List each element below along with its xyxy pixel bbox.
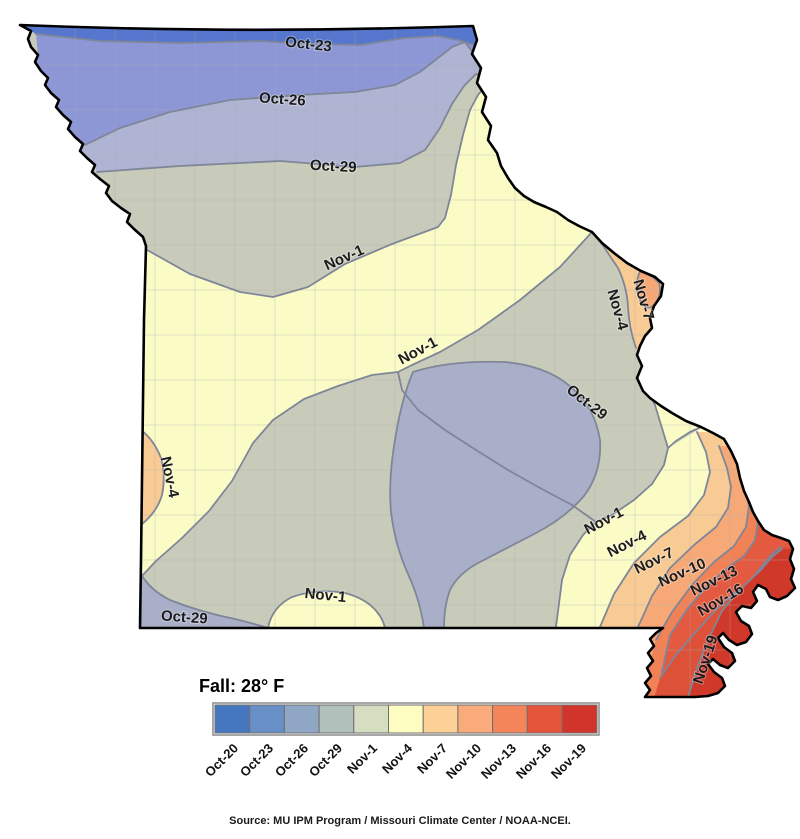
contour-nov1-south xyxy=(139,371,399,579)
missouri-state-outline xyxy=(18,23,797,699)
legend-swatch-nov-10 xyxy=(457,704,494,734)
contour-label: Oct-29 xyxy=(309,157,357,176)
contour-oct29-north xyxy=(96,73,483,173)
contour-oct29-bottomleft xyxy=(140,573,269,629)
legend-swatch-oct-26 xyxy=(283,704,320,734)
contour-nov1-fan xyxy=(555,426,702,628)
contour-label: Oct-26 xyxy=(258,89,306,109)
contour-nov7-stlouis xyxy=(636,269,661,309)
contour-nov19-fan xyxy=(687,548,783,697)
legend: Fall: 28° F Oct-20 Oct-23 Oct-26 Oct-29 … xyxy=(199,676,600,782)
contour-nov4-fan xyxy=(599,431,711,628)
legend-title: Fall: 28° F xyxy=(199,676,284,696)
contour-oct29-blob xyxy=(389,360,602,629)
legend-label: Nov-4 xyxy=(379,740,416,777)
band-nov1-4-west xyxy=(100,85,592,578)
contour-nov4-stlouis xyxy=(594,232,637,349)
legend-swatch-nov-7 xyxy=(422,704,459,734)
source-attribution: Source: MU IPM Program / Missouri Climat… xyxy=(229,815,571,827)
legend-label: Nov-19 xyxy=(548,741,589,782)
legend-swatch-oct-29 xyxy=(318,704,355,734)
legend-label: Oct-20 xyxy=(202,741,241,780)
band-oct26-29-north xyxy=(80,42,482,172)
band-nov4-7-stlouis xyxy=(592,232,663,353)
band-oct23-26-north xyxy=(35,34,477,145)
legend-label: Oct-23 xyxy=(237,741,276,780)
legend-swatches xyxy=(214,704,598,734)
legend-label: Nov-13 xyxy=(478,741,519,782)
legend-swatch-nov-4 xyxy=(388,704,424,734)
band-nov1-4-bottom-bump xyxy=(268,591,385,628)
legend-label: Nov-16 xyxy=(513,741,554,782)
contour-nov1-bottom-bump xyxy=(267,590,386,629)
legend-swatch-nov-13 xyxy=(492,704,528,734)
legend-swatch-oct-23 xyxy=(249,704,285,734)
contour-nov1-north xyxy=(99,84,487,298)
legend-swatch-nov-19 xyxy=(561,704,598,734)
contour-nov1-central xyxy=(397,231,597,523)
legend-swatch-oct-20 xyxy=(214,704,251,734)
legend-label: Nov-10 xyxy=(443,741,484,782)
legend-swatch-nov-16 xyxy=(526,704,563,734)
contour-label: Oct-23 xyxy=(284,34,332,56)
legend-swatch-nov-1 xyxy=(353,704,389,734)
band-oct26-29-bottomleft-strip xyxy=(140,574,268,628)
map-band-fills xyxy=(20,25,795,697)
legend-label: Oct-29 xyxy=(306,741,345,780)
band-nov4-7-west-sliver xyxy=(141,430,164,524)
contour-nov16-fan xyxy=(659,546,782,679)
contour-oct23 xyxy=(35,33,475,46)
legend-tick-labels: Oct-20 Oct-23 Oct-26 Oct-29 Nov-1 Nov-4 … xyxy=(202,740,589,782)
contour-nov13-fan xyxy=(661,511,759,673)
contour-label: Oct-29 xyxy=(160,607,208,627)
legend-label: Nov-1 xyxy=(344,741,380,777)
legend-bar-frame xyxy=(212,702,600,736)
legend-label: Oct-26 xyxy=(272,741,311,780)
contour-oct26 xyxy=(84,41,478,146)
contour-nov4-west-sliver xyxy=(140,429,165,525)
contour-nov7-fan xyxy=(637,445,732,628)
contour-label: Nov-1 xyxy=(304,585,347,606)
